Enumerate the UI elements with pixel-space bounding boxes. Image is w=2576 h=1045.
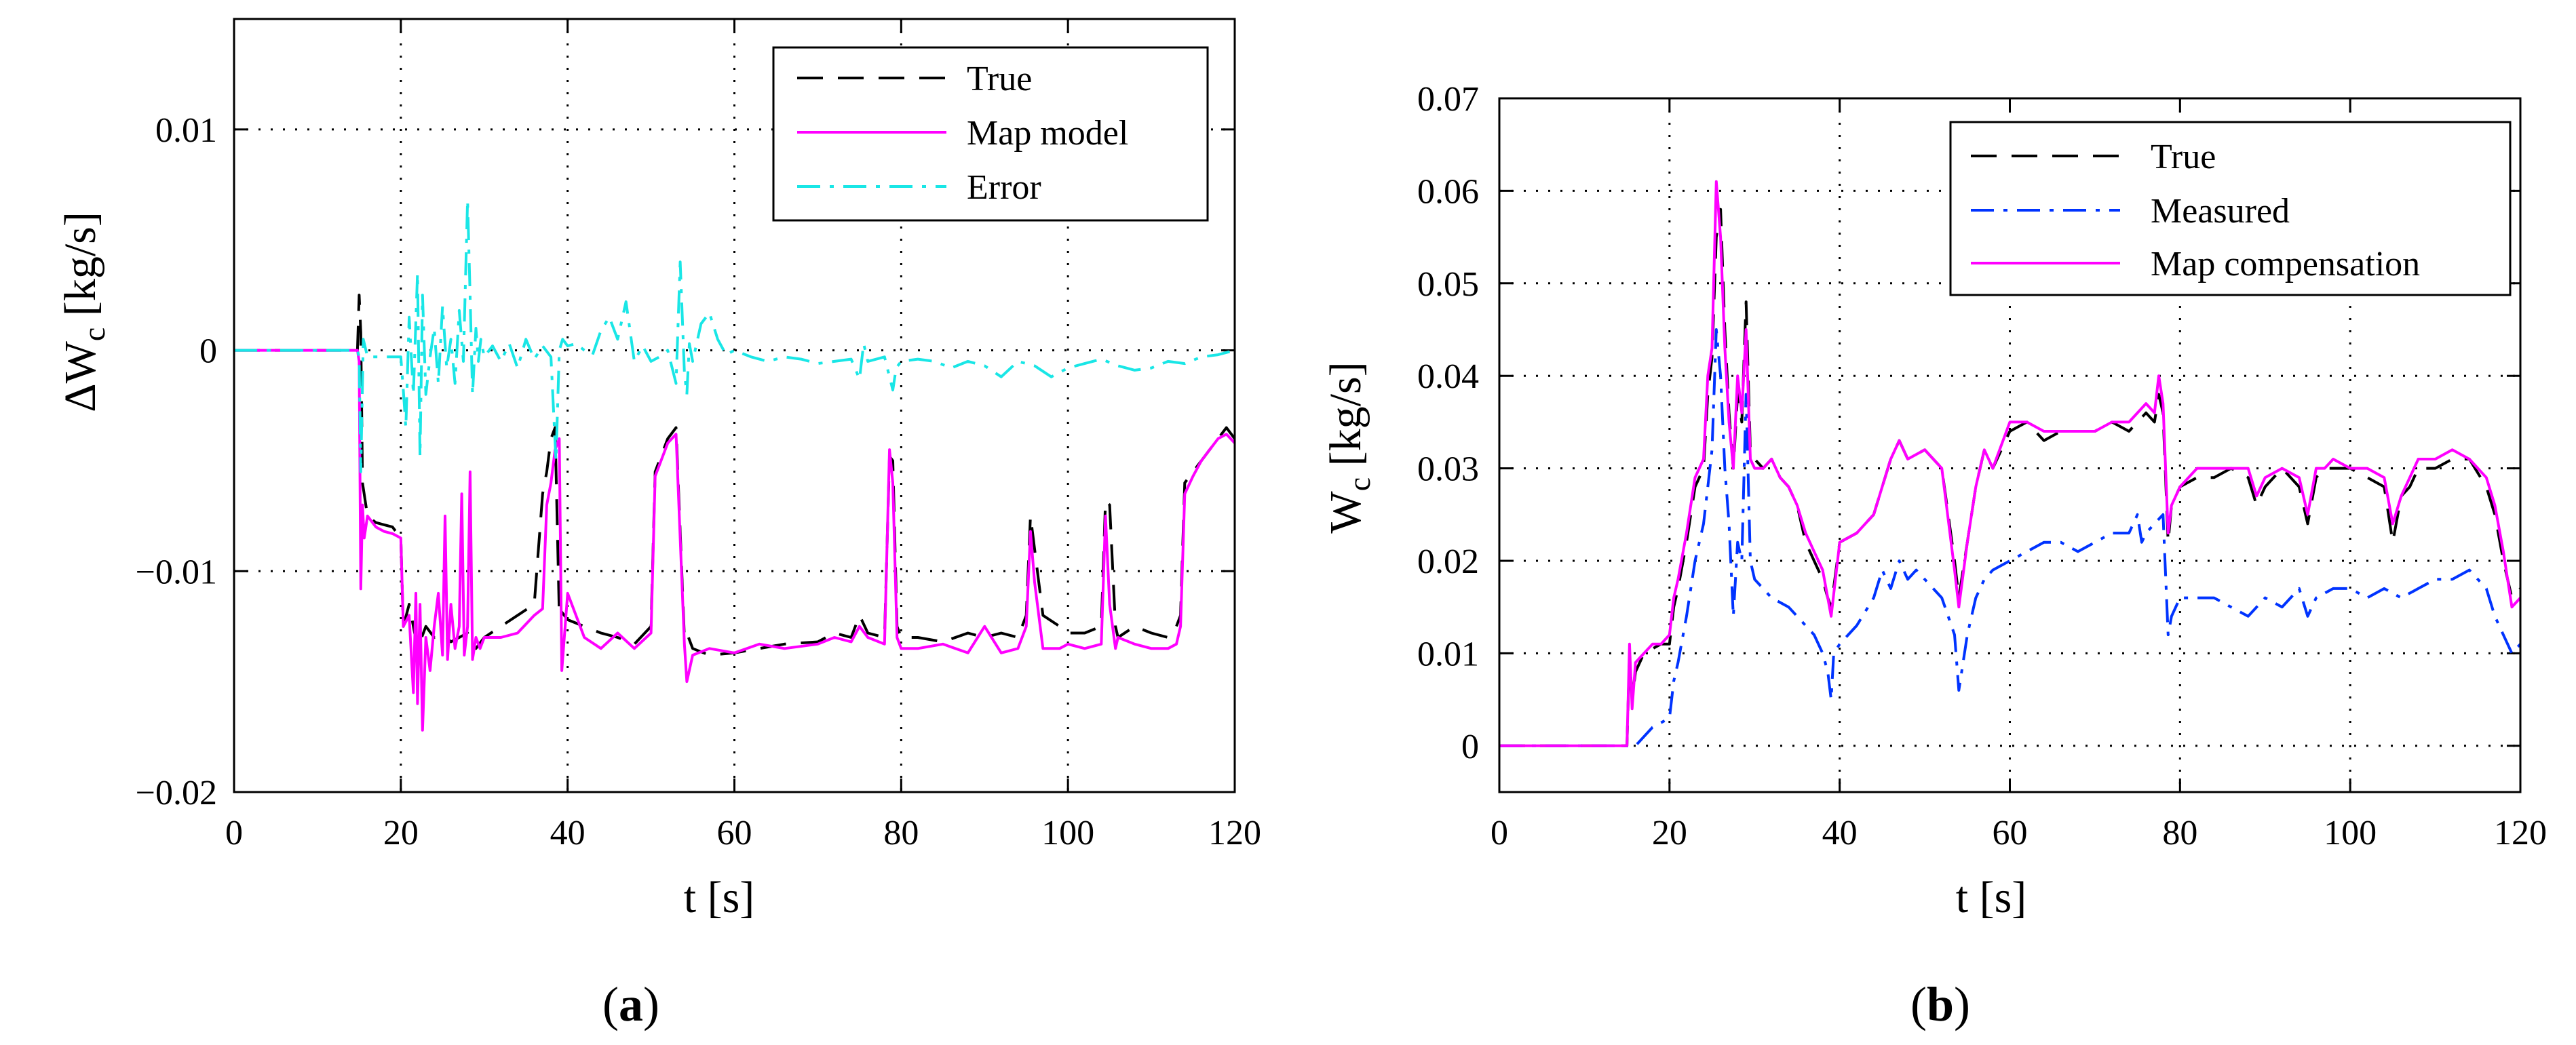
legend-label-true-b: True [2151, 138, 2216, 176]
x-axis-label-a: t [s] [684, 873, 754, 922]
y-axis-label-a-sub: c [77, 328, 111, 341]
y-axis-label-a-unit: [kg/s] [56, 212, 105, 327]
y-tick-label: 0 [1461, 728, 1479, 766]
y-tick-label: −0.02 [136, 774, 217, 812]
legend-label-map-compensation: Map compensation [2151, 245, 2420, 283]
x-tick-label: 80 [2162, 814, 2197, 852]
x-tick-label: 40 [1822, 814, 1858, 852]
x-tick-label: 0 [1491, 814, 1508, 852]
panel-label-a: (a) [602, 977, 659, 1031]
x-tick-label: 100 [2324, 814, 2377, 852]
y-axis-label-b-main: W [1321, 491, 1370, 534]
x-tick-label: 20 [383, 814, 419, 852]
x-tick-label: 120 [1208, 814, 1261, 852]
legend-a: True Map model Error [772, 46, 1209, 222]
y-tick-label: 0 [199, 332, 217, 371]
axes-frame-b [1498, 97, 2522, 793]
x-tick-label: 20 [1652, 814, 1687, 852]
legend-label-map-model: Map model [967, 114, 1128, 153]
y-tick-label: 0.04 [1417, 357, 1479, 396]
y-tick-label: 0.01 [1417, 635, 1479, 673]
x-tick-label: 120 [2494, 814, 2547, 852]
y-axis-label-b: Wc [kg/s] [1321, 361, 1377, 533]
y-axis-label-b-unit: [kg/s] [1321, 361, 1370, 477]
panel-label-a-letter: a [619, 977, 643, 1031]
x-tick-label: 60 [1993, 814, 2028, 852]
series-line-measured [1499, 328, 2522, 747]
legend-box-a [772, 46, 1209, 222]
y-tick-label: 0.06 [1417, 172, 1479, 211]
legend-label-true: True [967, 60, 1032, 98]
series-line-error [234, 199, 1235, 473]
legend-b: True Measured Map compensation [1949, 121, 2512, 296]
panel-label-b: (b) [1910, 977, 1970, 1031]
x-tick-label: 40 [550, 814, 585, 852]
x-tick-label: 100 [1041, 814, 1094, 852]
y-tick-label: 0.05 [1417, 265, 1479, 304]
x-axis-label-b: t [s] [1956, 873, 2026, 922]
y-tick-label: 0.03 [1417, 450, 1479, 489]
y-axis-label-a-main: ΔW [56, 340, 105, 412]
y-tick-label: −0.01 [136, 553, 217, 591]
legend-label-measured: Measured [2151, 192, 2290, 231]
x-tick-label: 80 [883, 814, 919, 852]
legend-box-b [1949, 121, 2512, 296]
y-tick-label: 0.01 [155, 111, 217, 150]
series-line-true [234, 294, 1236, 657]
axes-frame-a [233, 18, 1236, 793]
chart-panel-a: 0 20 40 60 80 100 120 −0.02 −0.01 0 0.01 True Map … [56, 18, 1261, 1031]
legend-label-error: Error [967, 168, 1041, 207]
series-line-map-compensation [1499, 180, 2522, 747]
chart-panel-b: 0 20 40 60 80 100 120 0 0.01 0.02 0.03 0.04 0.05 0.06… [1321, 80, 2547, 1031]
y-axis-label-a: ΔWc [kg/s] [56, 212, 111, 412]
series-line-map-model [234, 349, 1236, 732]
y-tick-label: 0.07 [1417, 80, 1479, 119]
x-tick-label: 0 [225, 814, 243, 852]
y-axis-label-b-sub: c [1342, 477, 1377, 491]
panel-label-b-letter: b [1927, 977, 1954, 1031]
x-tick-label: 60 [717, 814, 752, 852]
y-tick-label: 0.02 [1417, 543, 1479, 581]
